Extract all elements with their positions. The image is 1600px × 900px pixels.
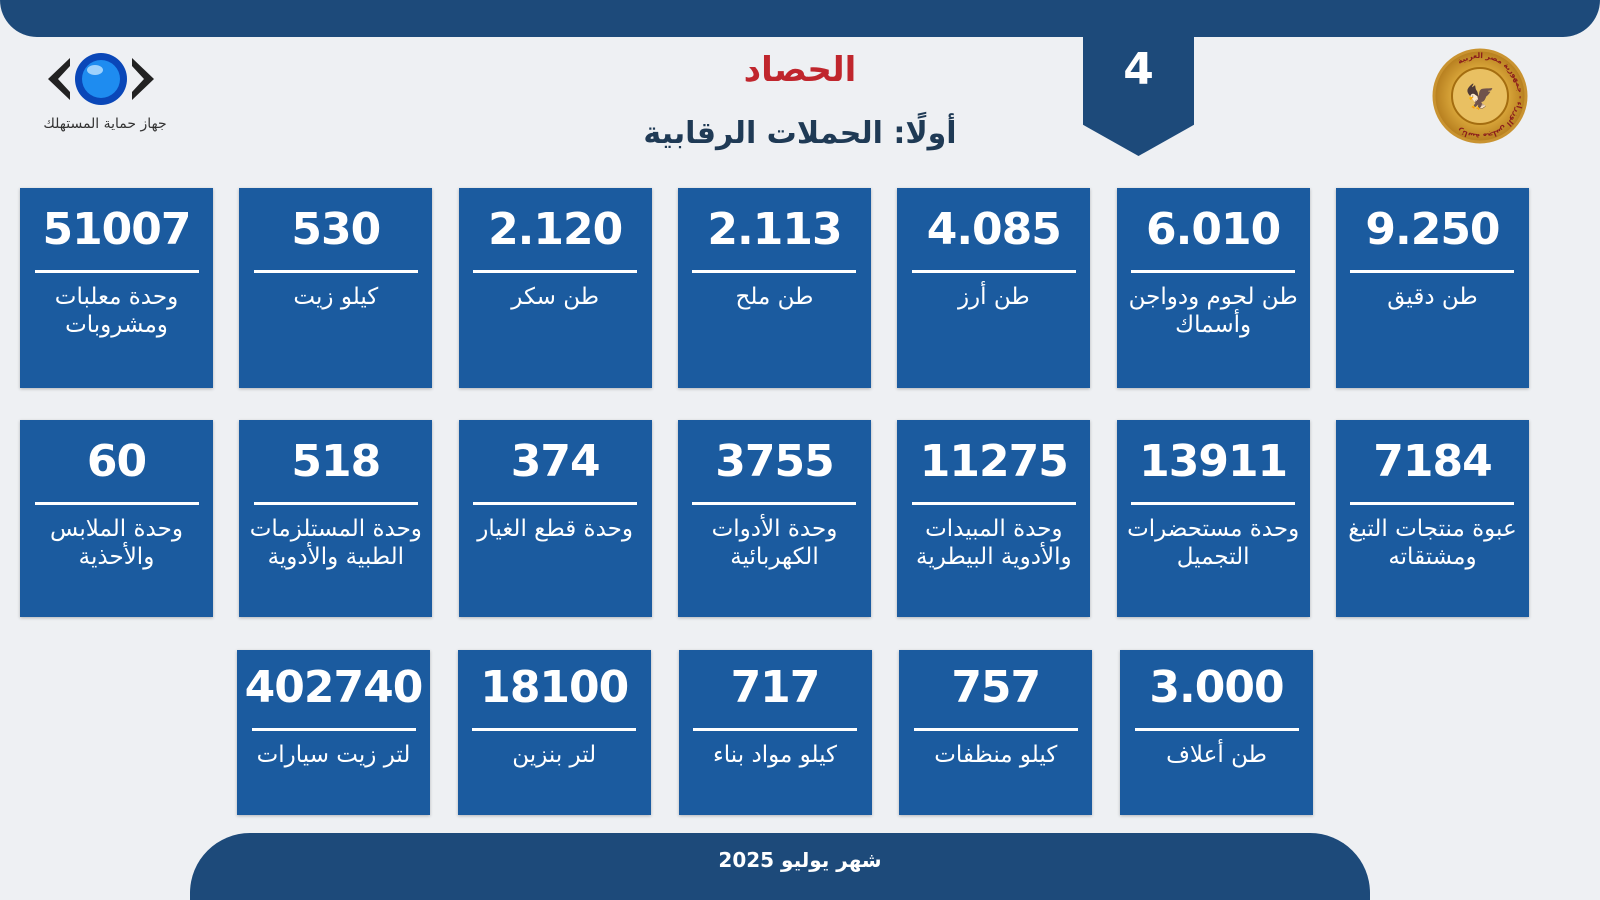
consumer-protection-logo: جهاز حماية المستهلك — [20, 50, 190, 140]
divider — [1134, 728, 1299, 731]
divider — [473, 502, 638, 505]
divider — [1350, 270, 1515, 273]
stat-label: طن أعلاف — [1166, 742, 1267, 768]
stats-row-3: 3.000 طن أعلاف 757 كيلو منظفات 717 كيلو موا… — [237, 650, 1313, 815]
stat-card: 402740 لتر زيت سيارات — [237, 650, 430, 815]
stat-value: 2.113 — [707, 204, 842, 255]
divider — [1131, 270, 1296, 273]
stat-card: 11275 وحدة المبيدات والأدوية البيطرية — [897, 420, 1091, 617]
stat-card: 13911 وحدة مستحضرات التجميل — [1116, 420, 1310, 617]
stat-value: 3755 — [715, 436, 834, 487]
divider — [693, 728, 857, 731]
bottom-bar — [190, 833, 1370, 900]
stat-value: 2.120 — [488, 204, 623, 255]
stat-card: 6.010 طن لحوم ودواجن وأسماك — [1116, 188, 1310, 388]
top-bar — [0, 0, 1600, 37]
stat-value: 717 — [730, 662, 821, 713]
stat-label: طن أرز — [957, 284, 1030, 310]
stat-value: 9.250 — [1365, 204, 1500, 255]
stat-card: 18100 لتر بنزين — [457, 650, 651, 815]
stat-label: وحدة معلبات ومشروبات — [54, 284, 179, 338]
seal-icon: 🦅 رئاسة مجلس الوزراء - جمهورية مصر العرب… — [1432, 48, 1528, 144]
divider — [911, 502, 1076, 505]
stat-label: طن ملح — [735, 284, 814, 310]
stat-label: عبوة منتجات التبغ ومشتقاته — [1348, 516, 1517, 570]
stat-value: 18100 — [480, 662, 629, 713]
divider — [253, 270, 418, 273]
eye-logo-icon — [48, 53, 154, 105]
eagle-icon: 🦅 — [1465, 82, 1495, 111]
stat-card: 51007 وحدة معلبات ومشروبات — [20, 188, 213, 388]
divider — [34, 502, 199, 505]
stat-card: 60 وحدة الملابس والأحذية — [20, 420, 213, 617]
stat-value: 757 — [951, 662, 1041, 713]
stat-card: 757 كيلو منظفات — [899, 650, 1093, 815]
stat-label: طن سكر — [511, 284, 600, 310]
footer-period: شهر يوليو 2025 — [718, 848, 882, 872]
stat-card: 2.113 طن ملح — [677, 188, 871, 388]
divider — [472, 728, 637, 731]
stat-value: 402740 — [244, 662, 424, 713]
stat-card: 530 كيلو زيت — [239, 188, 433, 388]
stat-card: 374 وحدة قطع الغيار — [458, 420, 652, 617]
stat-label: وحدة المبيدات والأدوية البيطرية — [916, 516, 1072, 570]
stat-card: 2.120 طن سكر — [458, 188, 652, 388]
stat-card: 717 كيلو مواد بناء — [678, 650, 872, 815]
stat-card: 3755 وحدة الأدوات الكهربائية — [677, 420, 871, 617]
divider — [692, 270, 857, 273]
stat-value: 374 — [510, 436, 601, 487]
stat-label: كيلو منظفات — [934, 742, 1058, 768]
stats-row-2: 7184 عبوة منتجات التبغ ومشتقاته 13911 وحدة… — [20, 420, 1529, 617]
stat-label: كيلو زيت — [293, 284, 379, 310]
stat-value: 6.010 — [1146, 204, 1281, 255]
stat-label: طن دقيق — [1387, 284, 1478, 310]
page-subtitle: أولًا: الحملات الرقابية — [643, 116, 957, 151]
stat-card: 4.085 طن أرز — [897, 188, 1091, 388]
stat-card: 9.250 طن دقيق — [1335, 188, 1529, 388]
divider — [913, 728, 1078, 731]
stat-label: وحدة الأدوات الكهربائية — [711, 516, 838, 570]
stat-label: كيلو مواد بناء — [712, 742, 837, 768]
divider — [34, 270, 199, 273]
divider — [253, 502, 418, 505]
stat-value: 11275 — [919, 436, 1069, 487]
divider — [692, 502, 857, 505]
page-title: الحصاد — [743, 50, 857, 90]
divider — [1131, 502, 1296, 505]
stat-card: 518 وحدة المستلزمات الطبية والأدوية — [239, 420, 433, 617]
divider — [911, 270, 1076, 273]
stat-card: 3.000 طن أعلاف — [1120, 650, 1313, 815]
stat-label: وحدة مستحضرات التجميل — [1127, 516, 1300, 570]
divider — [473, 270, 638, 273]
divider — [1350, 502, 1515, 505]
stat-label: وحدة المستلزمات الطبية والأدوية — [249, 516, 422, 570]
stat-card: 7184 عبوة منتجات التبغ ومشتقاته — [1335, 420, 1529, 617]
stat-label: لتر بنزين — [512, 742, 597, 768]
stat-label: وحدة الملابس والأحذية — [50, 516, 183, 570]
stat-value: 7184 — [1373, 436, 1492, 487]
stat-value: 51007 — [42, 204, 191, 255]
stat-label: طن لحوم ودواجن وأسماك — [1128, 284, 1298, 338]
page-number-badge: 4 — [1083, 0, 1194, 156]
stat-value: 13911 — [1139, 436, 1288, 487]
stat-label: وحدة قطع الغيار — [477, 516, 634, 542]
divider — [251, 728, 416, 731]
stat-value: 3.000 — [1149, 662, 1284, 713]
stats-row-1: 9.250 طن دقيق 6.010 طن لحوم ودواجن وأسماك … — [20, 188, 1529, 388]
logo-text: جهاز حماية المستهلك — [43, 116, 167, 132]
cabinet-seal-logo: 🦅 رئاسة مجلس الوزراء - جمهورية مصر العرب… — [1432, 48, 1528, 144]
stat-label: لتر زيت سيارات — [256, 742, 411, 768]
stat-value: 60 — [86, 436, 147, 487]
stat-value: 518 — [291, 436, 381, 487]
stat-value: 530 — [291, 204, 381, 255]
stat-value: 4.085 — [926, 204, 1062, 255]
